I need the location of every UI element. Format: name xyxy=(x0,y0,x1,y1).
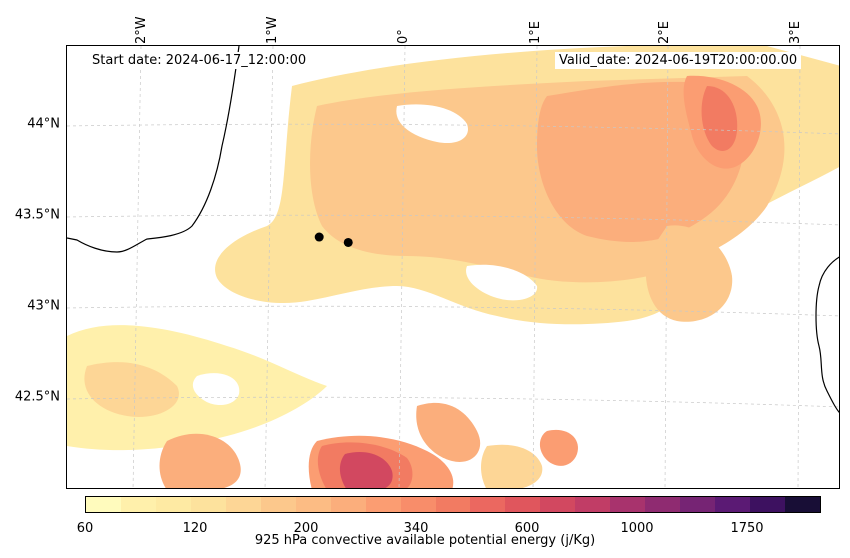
colorbar-segment xyxy=(435,497,471,512)
colorbar-segment xyxy=(295,497,331,512)
colorbar xyxy=(85,496,821,513)
colorbar-segment xyxy=(155,497,191,512)
lon-label-2w: 2°W xyxy=(134,16,149,44)
colorbar-tick: 60 xyxy=(76,521,94,536)
colorbar-tick: 1000 xyxy=(620,521,654,536)
lon-label-1w: 1°W xyxy=(265,16,280,44)
colorbar-segment xyxy=(330,497,366,512)
station-marker xyxy=(343,237,353,247)
colorbar-tick: 340 xyxy=(403,521,429,536)
station-markers xyxy=(314,232,353,247)
colorbar-segment xyxy=(750,497,786,512)
colorbar-segment xyxy=(540,497,576,512)
colorbar-segment xyxy=(645,497,681,512)
station-marker xyxy=(314,232,324,242)
colorbar-segment xyxy=(680,497,716,512)
lat-label-43-5n: 43.5°N xyxy=(14,207,60,223)
lon-label-1e: 1°E xyxy=(528,21,543,44)
lon-label-0: 0° xyxy=(396,29,411,44)
colorbar-segment xyxy=(86,497,121,512)
colorbar-segment xyxy=(610,497,646,512)
colorbar-segment xyxy=(120,497,156,512)
graticule xyxy=(67,46,839,488)
colorbar-segment xyxy=(400,497,436,512)
colorbar-segment xyxy=(575,497,611,512)
colorbar-tick: 600 xyxy=(514,521,540,536)
map-panel xyxy=(66,45,840,489)
colorbar-tick: 1750 xyxy=(730,521,764,536)
masked-areas xyxy=(192,104,538,406)
colorbar-segment xyxy=(225,497,261,512)
colorbar-segment xyxy=(715,497,751,512)
lon-label-2e: 2°E xyxy=(657,21,672,44)
coastline xyxy=(67,46,839,413)
lat-label-42-5n: 42.5°N xyxy=(14,389,60,405)
colorbar-segment xyxy=(505,497,541,512)
lon-label-3e: 3°E xyxy=(788,21,803,44)
lat-label-44n: 44°N xyxy=(27,116,60,132)
colorbar-segment xyxy=(365,497,401,512)
start-date-text: Start date: 2024-06-17_12:00:00 xyxy=(88,52,311,69)
colorbar-segment xyxy=(190,497,226,512)
valid-date-text: Valid_date: 2024-06-19T20:00:00.00 xyxy=(555,52,802,69)
colorbar-segment xyxy=(785,497,821,512)
colorbar-segment xyxy=(470,497,506,512)
cape-map xyxy=(67,46,839,488)
lat-label-43n: 43°N xyxy=(27,298,60,314)
colorbar-label: 925 hPa convective available potential e… xyxy=(254,533,596,548)
colorbar-segment xyxy=(260,497,296,512)
colorbar-tick: 120 xyxy=(182,521,208,536)
colorbar-tick: 200 xyxy=(293,521,319,536)
